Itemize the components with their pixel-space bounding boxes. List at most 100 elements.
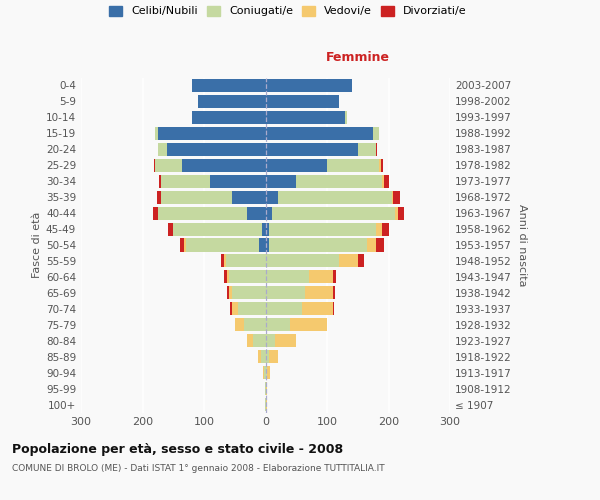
Text: COMUNE DI BROLO (ME) - Dati ISTAT 1° gennaio 2008 - Elaborazione TUTTITALIA.IT: COMUNE DI BROLO (ME) - Dati ISTAT 1° gen… [12, 464, 385, 473]
Bar [244, 318, 265, 332]
Bar [235, 318, 244, 332]
Bar [278, 190, 392, 203]
Bar [269, 350, 278, 363]
Bar [376, 142, 377, 156]
Bar [185, 238, 259, 252]
Bar [229, 270, 265, 283]
Bar [265, 174, 296, 188]
Bar [367, 238, 376, 252]
Bar [376, 238, 383, 252]
Bar [392, 190, 394, 203]
Bar [265, 111, 346, 124]
Bar [379, 158, 380, 172]
Bar [269, 222, 376, 235]
Bar [263, 366, 265, 379]
Bar [232, 190, 265, 203]
Bar [358, 142, 376, 156]
Bar [210, 174, 265, 188]
Bar [265, 286, 305, 300]
Bar [167, 142, 265, 156]
Bar [265, 318, 290, 332]
Bar [153, 206, 158, 220]
Bar [253, 334, 265, 347]
Bar [158, 142, 167, 156]
Bar [169, 222, 173, 235]
Bar [259, 238, 265, 252]
Bar [266, 398, 268, 411]
Y-axis label: Anni di nascita: Anni di nascita [517, 204, 527, 286]
Bar [182, 158, 265, 172]
Bar [247, 334, 253, 347]
Bar [265, 398, 266, 411]
Bar [265, 302, 302, 316]
Bar [265, 334, 275, 347]
Bar [265, 254, 340, 268]
Bar [265, 238, 269, 252]
Bar [333, 302, 334, 316]
Bar [173, 222, 262, 235]
Bar [224, 254, 226, 268]
Bar [229, 286, 232, 300]
Bar [296, 174, 382, 188]
Bar [262, 222, 265, 235]
Bar [180, 238, 184, 252]
Bar [265, 222, 269, 235]
Bar [265, 190, 278, 203]
Bar [290, 318, 327, 332]
Bar [346, 111, 347, 124]
Bar [230, 302, 232, 316]
Bar [327, 158, 379, 172]
Bar [265, 382, 266, 395]
Bar [158, 127, 265, 140]
Bar [265, 366, 267, 379]
Bar [265, 95, 340, 108]
Bar [376, 222, 382, 235]
Bar [394, 190, 400, 203]
Legend: Celibi/Nubili, Coniugati/e, Vedovi/e, Divorziati/e: Celibi/Nubili, Coniugati/e, Vedovi/e, Di… [109, 6, 467, 16]
Bar [333, 286, 335, 300]
Bar [398, 206, 404, 220]
Bar [265, 270, 308, 283]
Bar [358, 254, 364, 268]
Bar [265, 206, 272, 220]
Bar [155, 127, 158, 140]
Bar [232, 286, 265, 300]
Bar [265, 79, 352, 92]
Bar [227, 270, 229, 283]
Bar [224, 270, 227, 283]
Bar [155, 158, 182, 172]
Bar [265, 142, 358, 156]
Bar [272, 206, 395, 220]
Bar [226, 254, 265, 268]
Bar [157, 190, 161, 203]
Bar [333, 270, 336, 283]
Bar [308, 270, 333, 283]
Bar [383, 174, 389, 188]
Bar [265, 350, 269, 363]
Bar [161, 190, 232, 203]
Text: Popolazione per età, sesso e stato civile - 2008: Popolazione per età, sesso e stato civil… [12, 442, 343, 456]
Bar [158, 206, 247, 220]
Bar [267, 366, 270, 379]
Bar [382, 174, 383, 188]
Bar [302, 302, 333, 316]
Bar [265, 127, 373, 140]
Bar [373, 127, 379, 140]
Bar [265, 158, 327, 172]
Bar [269, 238, 367, 252]
Bar [238, 302, 265, 316]
Bar [192, 111, 265, 124]
Bar [380, 158, 383, 172]
Text: Femmine: Femmine [326, 51, 390, 64]
Bar [266, 382, 268, 395]
Bar [227, 286, 229, 300]
Bar [192, 79, 265, 92]
Bar [275, 334, 296, 347]
Bar [257, 350, 260, 363]
Bar [260, 350, 265, 363]
Bar [382, 222, 389, 235]
Y-axis label: Fasce di età: Fasce di età [32, 212, 42, 278]
Bar [232, 302, 238, 316]
Bar [395, 206, 398, 220]
Bar [305, 286, 333, 300]
